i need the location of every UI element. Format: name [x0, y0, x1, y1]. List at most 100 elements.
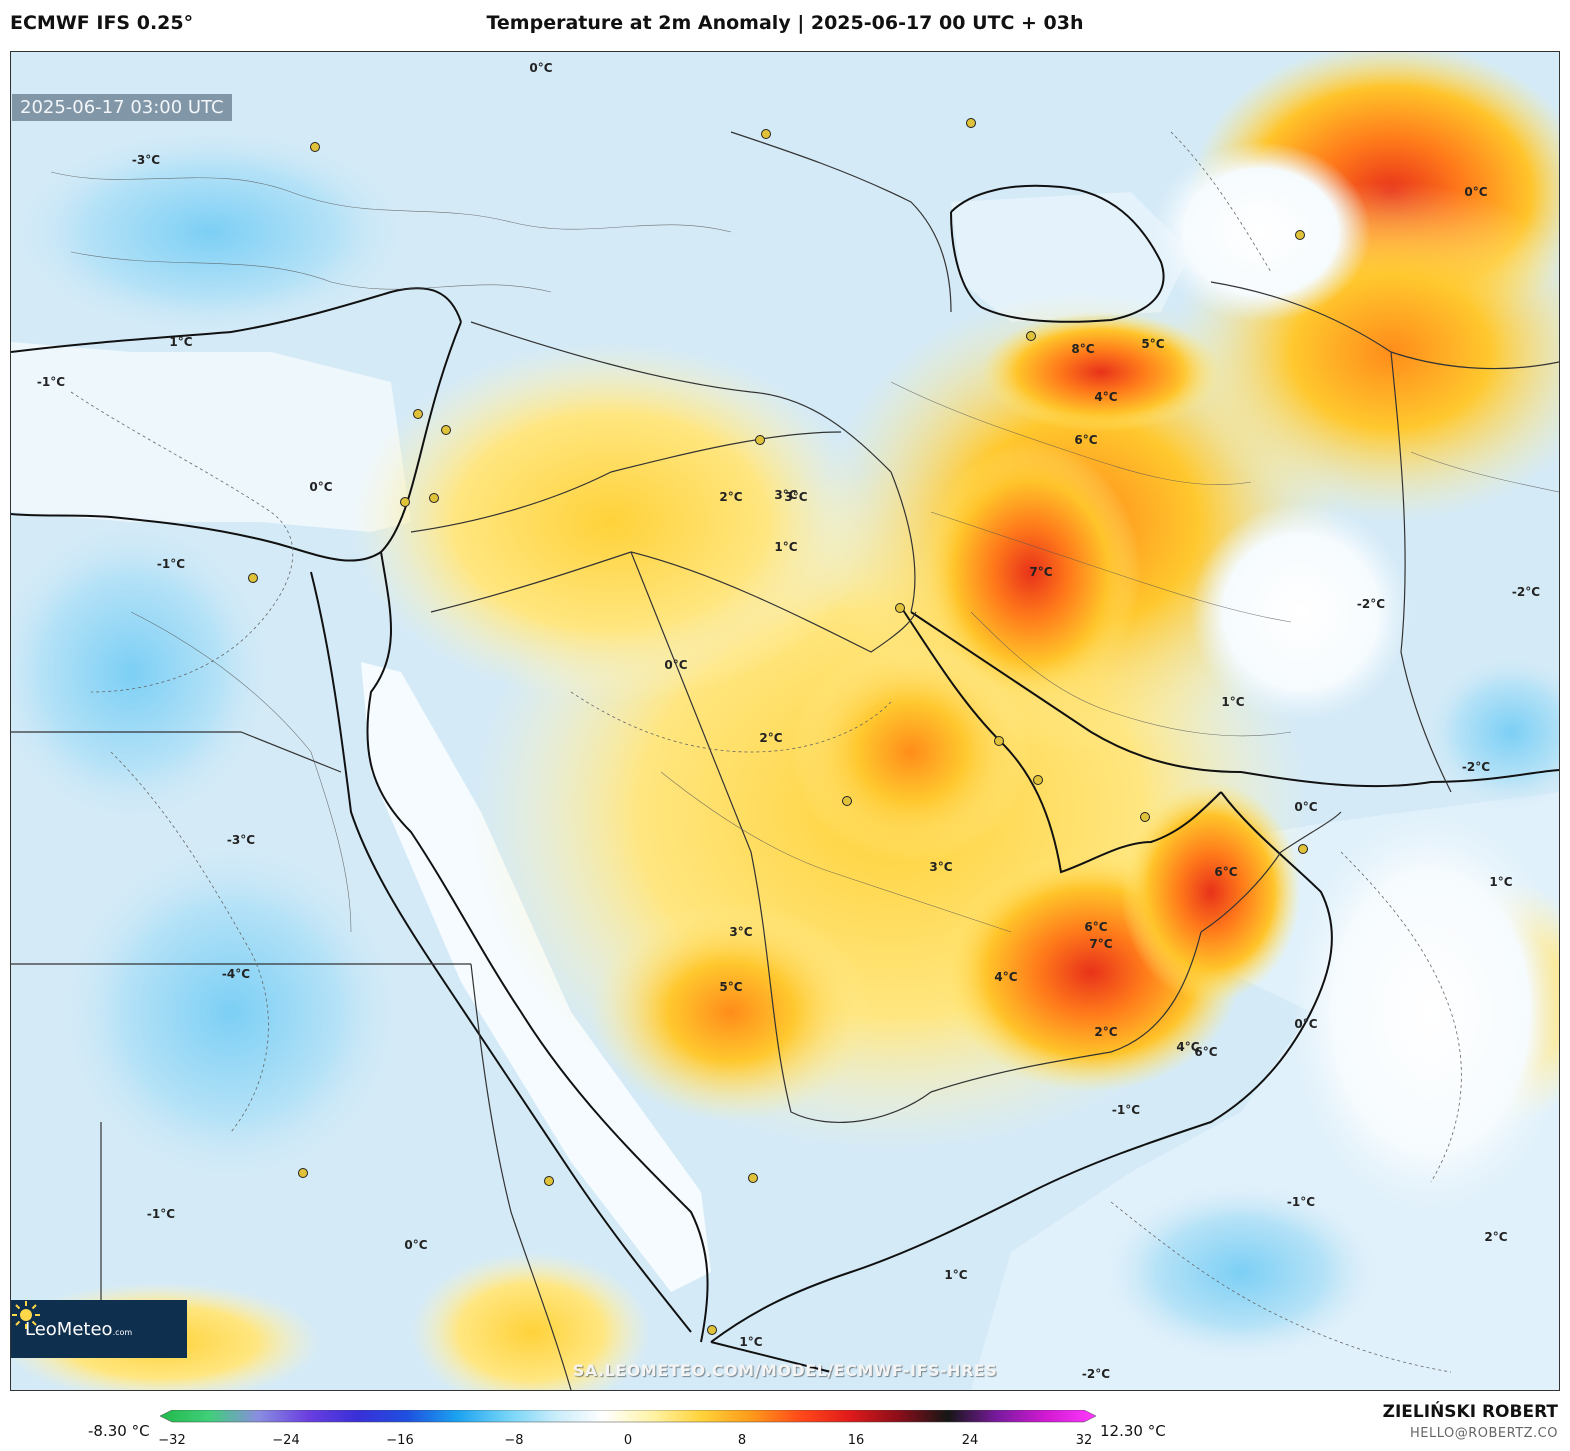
border-saudi-yemen — [630, 551, 1202, 1123]
province-line-1 — [50, 171, 732, 233]
city-marker-riyadh[interactable] — [842, 796, 852, 806]
city-marker-ashgabat[interactable] — [1295, 230, 1305, 240]
anomaly-label: -1°C — [156, 557, 186, 571]
zagros-hotspot — [921, 442, 1141, 702]
border-syria-iraq — [470, 321, 916, 613]
anomaly-label: 6°C — [1194, 1045, 1218, 1059]
turkey-cold-field — [11, 122, 421, 342]
city-marker-khartoum[interactable] — [298, 1168, 308, 1178]
anomaly-label: 3°C — [929, 860, 953, 874]
oman-yemen-coast — [710, 791, 1333, 1343]
city-marker-manama[interactable] — [994, 736, 1004, 746]
colorbar-tick-label: −16 — [386, 1433, 414, 1448]
model-name: ECMWF IFS 0.25° — [10, 12, 194, 34]
anomaly-label: 0°C — [1294, 1017, 1318, 1031]
anomaly-label: 4°C — [1094, 390, 1118, 404]
arabia-west-coast — [366, 551, 709, 1343]
africa-red-sea-coast — [310, 571, 692, 1333]
city-marker-aden[interactable] — [707, 1325, 717, 1335]
province-line-8 — [130, 611, 352, 933]
egypt-cold-field — [11, 512, 281, 832]
anomaly-label: 0°C — [1294, 800, 1318, 814]
leometeo-logo[interactable]: LeoMeteo.com — [11, 1300, 187, 1358]
colorbar-tick-label: −24 — [272, 1433, 300, 1448]
city-marker-jerusalem[interactable] — [400, 497, 410, 507]
city-marker-kuwait[interactable] — [895, 603, 905, 613]
mediterranean-sea — [11, 342, 411, 532]
border-eritrea-ethiopia — [470, 963, 572, 1390]
contour-4 — [1110, 1201, 1452, 1373]
map-title: Temperature at 2m Anomaly | 2025-06-17 0… — [486, 12, 1084, 34]
anomaly-label: 4°C — [1176, 1040, 1200, 1054]
province-line-5 — [970, 611, 1292, 737]
turkmenistan-neutral — [1151, 142, 1371, 322]
anomaly-label: 3°C — [784, 490, 808, 504]
anomaly-label: 0°C — [664, 658, 688, 672]
anomaly-label: -4°C — [221, 967, 251, 981]
anomaly-label: 4°C — [994, 970, 1018, 984]
anomaly-label: -3°C — [226, 833, 256, 847]
levant-egypt-coast — [11, 321, 462, 562]
city-marker-sanaa[interactable] — [748, 1173, 758, 1183]
city-marker-baku[interactable] — [966, 118, 976, 128]
contour-1 — [70, 391, 294, 693]
country-borders — [11, 131, 1559, 1390]
legend-max-value: 12.30 °C — [1100, 1422, 1166, 1440]
city-marker-cairo[interactable] — [248, 573, 258, 583]
caspian-coast — [950, 184, 1165, 323]
valid-time-badge: 2025-06-17 03:00 UTC — [12, 94, 232, 121]
anatolia-south-coast — [11, 287, 462, 353]
city-marker-beirut[interactable] — [413, 409, 423, 419]
anomaly-label: 0°C — [529, 61, 553, 75]
anomaly-label: 1°C — [739, 1335, 763, 1349]
gulf-of-aden-coast — [710, 1341, 832, 1373]
logo-wordmark: LeoMeteo.com — [25, 1318, 133, 1340]
anomaly-label: -1°C — [1111, 1103, 1141, 1117]
asir-warm-field — [591, 902, 871, 1122]
border-jordan-iraq — [410, 431, 842, 533]
city-marker-tehran[interactable] — [1026, 331, 1036, 341]
province-line-6 — [660, 771, 1012, 933]
anomaly-label: 5°C — [1141, 337, 1165, 351]
contour-3 — [1340, 851, 1462, 1183]
colorbar-tick-label: 8 — [737, 1433, 747, 1448]
anomaly-label: -2°C — [1511, 585, 1541, 599]
anomaly-label: -1°C — [36, 375, 66, 389]
anomaly-map[interactable]: 2025-06-17 03:00 UTC 0°C -3°C 1°C -1°C 8… — [10, 51, 1560, 1391]
coastlines — [11, 184, 1559, 1373]
anomaly-label: 2°C — [1484, 1230, 1508, 1244]
anomaly-label: 7°C — [1089, 937, 1113, 951]
city-marker-tbilisi[interactable] — [761, 129, 771, 139]
anomaly-label: 2°C — [719, 490, 743, 504]
city-marker-doha[interactable] — [1033, 775, 1043, 785]
border-saudi-north — [430, 551, 917, 653]
colorbar-tick-label: 16 — [847, 1433, 865, 1448]
author-credit: ZIELIŃSKI ROBERT — [1382, 1402, 1558, 1422]
anomaly-label: 6°C — [1084, 920, 1108, 934]
city-marker-amman[interactable] — [429, 493, 439, 503]
anomaly-label: 0°C — [309, 480, 333, 494]
sun-icon — [12, 1301, 40, 1329]
gulf-south-coast — [900, 606, 1222, 874]
arabian-sea-cold-patch — [1101, 1182, 1381, 1362]
city-marker-asmara[interactable] — [544, 1176, 554, 1186]
alborz-hotspot — [981, 312, 1221, 432]
anomaly-label: 0°C — [404, 1238, 428, 1252]
ethiopia-warm-field — [411, 1252, 651, 1390]
city-marker-ankara[interactable] — [310, 142, 320, 152]
city-marker-baghdad[interactable] — [755, 435, 765, 445]
province-line-3 — [890, 381, 1252, 485]
anomaly-label: 5°C — [719, 980, 743, 994]
contour-5 — [1170, 131, 1272, 273]
colorbar-tick-label: 24 — [961, 1433, 979, 1448]
sudan-cold-field — [51, 832, 411, 1192]
city-marker-damascus[interactable] — [441, 425, 451, 435]
city-marker-abu-dhabi[interactable] — [1140, 812, 1150, 822]
eastern-province-warm — [791, 642, 1031, 862]
legend-min-value: -8.30 °C — [88, 1422, 150, 1440]
anomaly-label: 1°C — [1221, 695, 1245, 709]
border-iran-pakistan — [1390, 351, 1452, 793]
city-marker-muscat[interactable] — [1298, 844, 1308, 854]
anomaly-label: 7°C — [1029, 565, 1053, 579]
colorbar — [160, 1410, 1096, 1423]
